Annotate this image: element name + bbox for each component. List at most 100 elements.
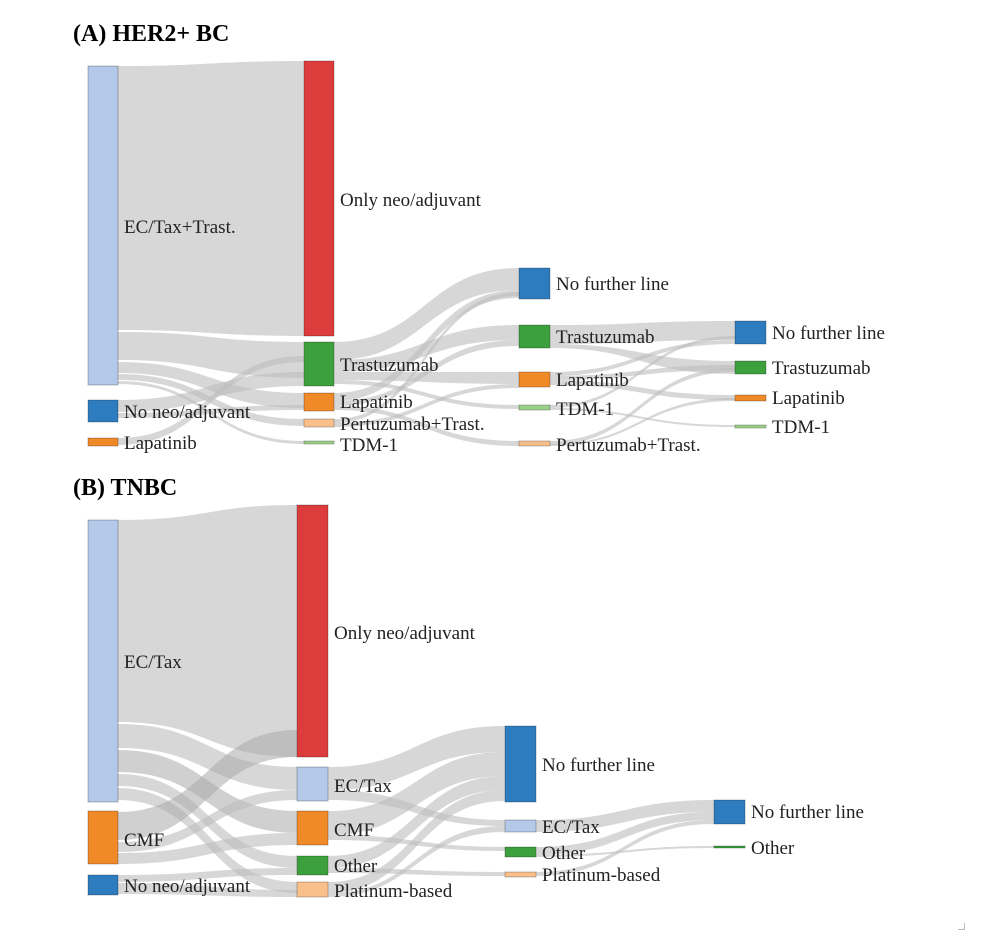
link-a-lap-nofurther: [334, 290, 519, 401]
label-a-ectax-trast: EC/Tax+Trast.: [124, 217, 236, 238]
node-b-other-3: [713, 845, 746, 849]
label-a-no-further-3: No further line: [772, 323, 885, 344]
panel-a-title: (A) HER2+ BC: [73, 21, 230, 47]
node-a-tdm1-2: [518, 404, 551, 411]
label-a-trastuzumab: Trastuzumab: [340, 355, 439, 376]
label-b-cmf-1: CMF: [334, 820, 374, 841]
node-a-tdm1-3: [734, 424, 767, 429]
node-b-ectax: [87, 519, 119, 803]
label-b-no-neo: No neo/adjuvant: [124, 876, 251, 897]
label-b-ectax-1: EC/Tax: [334, 776, 392, 797]
label-b-ectax: EC/Tax: [124, 652, 182, 673]
node-a-lapatinib-3: [734, 394, 767, 402]
link-a-trast-tdm: [334, 380, 519, 409]
node-a-tdm1: [303, 440, 335, 445]
link-a-lap-trast: [118, 356, 304, 445]
link-b-ectax2-nofurther: [536, 800, 714, 832]
node-a-pertuzumab-2: [518, 440, 551, 447]
link-b-other-nofurther: [328, 776, 505, 868]
link-b-ectax-nofurther: [328, 726, 505, 790]
label-b-no-further-3: No further line: [751, 802, 864, 823]
link-a-pert-nofurther: [334, 292, 519, 423]
link-a-tdm2-tdm3: [550, 408, 735, 427]
node-a-pertuzumab: [303, 418, 335, 428]
label-b-cmf: CMF: [124, 830, 164, 851]
link-a-pert2-lap3: [550, 398, 735, 446]
label-a-tdm1-2: TDM-1: [556, 399, 614, 420]
link-a-trast-nofurther: [334, 268, 519, 360]
node-b-only-neo: [296, 504, 329, 758]
node-a-lapatinib-1: [303, 392, 335, 412]
node-a-ectax-trast: [87, 65, 119, 386]
link-b-ectax-ectax2: [328, 790, 505, 826]
link-a-lap-trast2: [334, 340, 519, 406]
link-a-ectax-lap: [118, 362, 304, 408]
node-b-no-further-2: [504, 725, 537, 803]
node-b-no-further-3: [713, 799, 746, 825]
node-b-other-1: [296, 855, 329, 876]
label-a-only-neo: Only neo/adjuvant: [340, 190, 482, 211]
label-a-tdm1-3: TDM-1: [772, 417, 830, 438]
node-a-trastuzumab: [303, 341, 335, 387]
label-a-no-further-2: No further line: [556, 274, 669, 295]
link-b-other2-nofurther: [536, 812, 714, 855]
label-a-no-neo: No neo/adjuvant: [124, 402, 251, 423]
node-a-trastuzumab-3: [734, 360, 767, 375]
node-a-no-further-3: [734, 320, 767, 345]
label-a-lapatinib-2: Lapatinib: [556, 370, 629, 391]
link-a-lap2-nofurther: [550, 340, 735, 376]
link-b-cmf-nofurther: [328, 752, 505, 835]
link-a-trast-lap: [334, 372, 519, 384]
label-a-pertuzumab-2: Pertuzumab+Trast.: [556, 435, 701, 456]
node-a-no-neo: [87, 399, 119, 423]
label-b-ectax-2: EC/Tax: [542, 817, 600, 838]
link-b-ectax-only: [118, 505, 297, 757]
link-a-noneo-lap: [118, 405, 304, 418]
node-b-ectax-1: [296, 766, 329, 802]
link-b-noneo-plat: [118, 883, 297, 897]
link-b-ectax-plat: [118, 788, 297, 893]
link-a-trast2-nofurther: [550, 321, 735, 344]
label-a-lapatinib-1: Lapatinib: [340, 392, 413, 413]
label-b-no-further-2: No further line: [542, 755, 655, 776]
node-a-only-neo: [303, 60, 335, 337]
link-b-cmf-ectax: [118, 790, 297, 852]
label-b-platinum-2: Platinum-based: [542, 865, 661, 886]
link-a-trast-trast: [334, 325, 519, 372]
link-b-other-plat2: [328, 868, 505, 876]
node-a-trastuzumab-2: [518, 324, 551, 349]
panel-b-links: [118, 505, 714, 897]
label-b-platinum-1: Platinum-based: [334, 881, 453, 902]
link-b-cmf-only: [118, 730, 297, 840]
panel-a-links: [118, 61, 735, 446]
node-b-other-2: [504, 846, 537, 858]
label-a-lapatinib-3: Lapatinib: [772, 388, 845, 409]
link-a-tdm2-nofurther: [550, 336, 735, 408]
link-a-pert2-trast3: [550, 368, 735, 445]
label-b-only-neo: Only neo/adjuvant: [334, 623, 476, 644]
link-a-lap2-trast3: [550, 365, 735, 380]
link-b-plat2-nofurther: [536, 820, 714, 876]
node-b-cmf-1: [296, 810, 329, 846]
label-b-other-2: Other: [542, 843, 586, 864]
link-b-plat-ectax2: [328, 826, 505, 897]
resize-corner-icon: [958, 923, 965, 930]
link-b-cmf-cmf: [118, 833, 297, 864]
label-b-other-1: Other: [334, 856, 378, 877]
link-b-plat-nofurther: [328, 790, 505, 893]
node-b-ectax-2: [504, 819, 537, 833]
link-a-lap-pert: [334, 406, 519, 446]
label-a-tdm1: TDM-1: [340, 435, 398, 456]
label-b-other-3: Other: [751, 838, 795, 859]
node-b-platinum-1: [296, 881, 329, 898]
node-b-platinum-2: [504, 871, 537, 878]
node-a-lapatinib-2: [518, 371, 551, 388]
panel-b-labels: EC/Tax CMF No neo/adjuvant Only neo/adju…: [124, 623, 864, 902]
label-a-trastuzumab-2: Trastuzumab: [556, 327, 655, 348]
node-b-no-neo: [87, 874, 119, 896]
panel-a-labels: EC/Tax+Trast. No neo/adjuvant Lapatinib …: [124, 190, 885, 456]
link-a-lap2-lap3: [550, 380, 735, 400]
panel-b-title: (B) TNBC: [73, 475, 178, 501]
node-a-lapatinib: [87, 437, 119, 447]
panel-a-nodes: [87, 60, 767, 447]
